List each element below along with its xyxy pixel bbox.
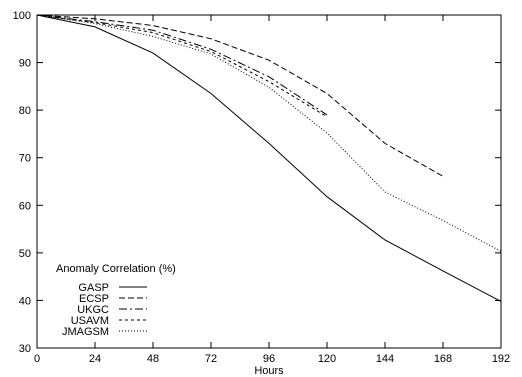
x-axis-label: Hours <box>254 365 284 377</box>
axis-ticks: 0 24 48 72 96 120 144 168 192 30 40 50 60 70 80 90 100 <box>13 10 511 365</box>
legend-label: UKGC <box>77 304 109 316</box>
y-tick-label: 100 <box>13 10 31 22</box>
x-tick-label: 168 <box>434 353 452 365</box>
y-tick-label: 40 <box>19 295 31 307</box>
y-tick-label: 30 <box>19 343 31 355</box>
series-line-jmagsm <box>36 14 502 252</box>
legend-label: GASP <box>78 282 109 294</box>
y-tick-label: 60 <box>19 200 31 212</box>
x-tick-label: 120 <box>318 353 336 365</box>
x-tick-label: 144 <box>376 353 394 365</box>
x-tick-label: 24 <box>89 353 101 365</box>
legend: Anomaly Correlation (%) GASPECSPUKGCUSAV… <box>56 263 176 338</box>
y-tick-label: 50 <box>19 248 31 260</box>
legend-label: JMAGSM <box>62 326 109 338</box>
series-line-ukgc <box>36 14 328 116</box>
legend-label: ECSP <box>79 293 109 305</box>
x-tick-label: 96 <box>263 353 275 365</box>
y-tick-label: 80 <box>19 105 31 117</box>
y-tick-label: 90 <box>19 58 31 70</box>
series-line-gasp <box>36 14 502 302</box>
series-lines <box>36 14 502 302</box>
x-tick-label: 72 <box>205 353 217 365</box>
series-line-usavm <box>36 14 328 118</box>
x-tick-label: 192 <box>492 353 510 365</box>
legend-title: Anomaly Correlation (%) <box>56 263 176 275</box>
series-line-ecsp <box>36 14 444 177</box>
y-tick-label: 70 <box>19 153 31 165</box>
x-tick-label: 0 <box>34 353 40 365</box>
legend-label: USAVM <box>71 315 109 327</box>
x-tick-label: 48 <box>147 353 159 365</box>
